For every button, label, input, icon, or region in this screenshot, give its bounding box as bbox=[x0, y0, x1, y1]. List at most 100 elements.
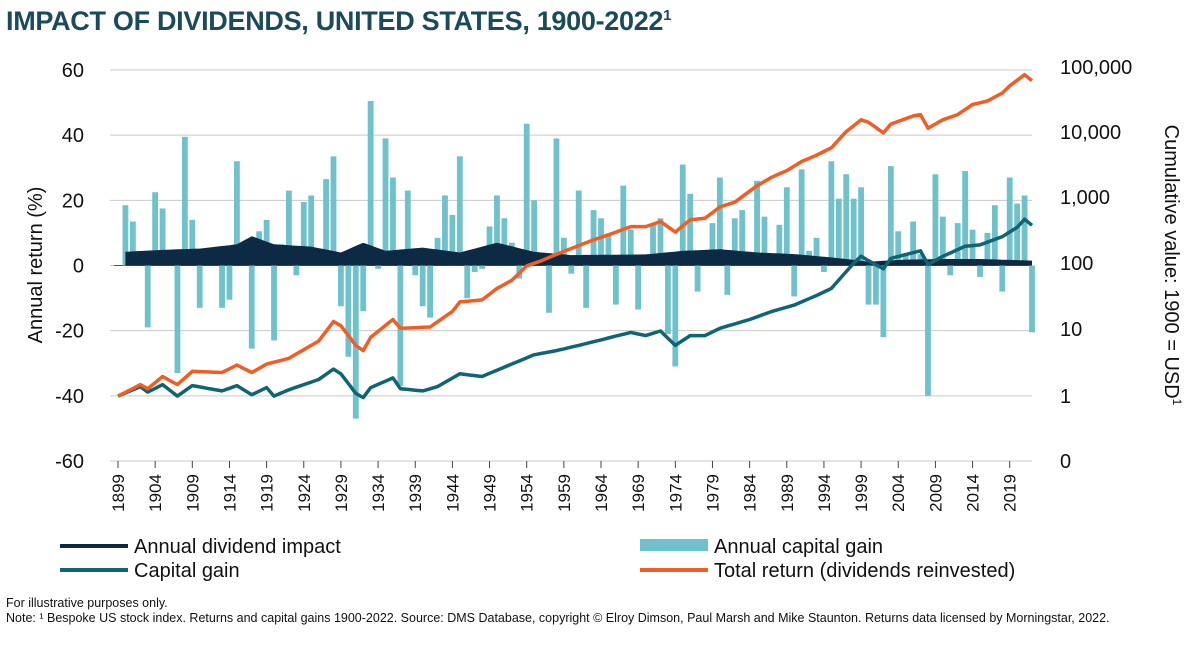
capital-gain-bar-1958 bbox=[553, 138, 560, 266]
capital-gain-bar-1948 bbox=[479, 265, 486, 269]
capital-gain-bar-1931 bbox=[352, 265, 359, 419]
x-tick-label: 1944 bbox=[443, 474, 462, 512]
capital-gain-bar-1943 bbox=[442, 195, 448, 266]
capital-gain-bar-1996 bbox=[835, 198, 842, 266]
capital-gain-bar-1994 bbox=[821, 265, 827, 273]
right-tick-label: 10,000 bbox=[1060, 122, 1121, 144]
right-tick-label: 1 bbox=[1060, 386, 1071, 408]
x-tick-label: 1909 bbox=[183, 474, 202, 512]
legend-label-total-return: Total return (dividends reinvested) bbox=[714, 560, 1015, 582]
capital-gain-bar-1929 bbox=[338, 265, 344, 307]
capital-gain-bar-2001 bbox=[873, 265, 879, 305]
capital-gain-bar-1951 bbox=[501, 218, 508, 266]
legend: Annual dividend impact Annual capital gai… bbox=[60, 536, 1015, 582]
x-tick-label: 1959 bbox=[555, 474, 574, 512]
left-tick-label: -60 bbox=[55, 451, 84, 473]
capital-gain-bar-1917 bbox=[248, 265, 255, 349]
x-tick-label: 1964 bbox=[592, 474, 611, 512]
chart-title-text: IMPACT OF DIVIDENDS, UNITED STATES, 1900… bbox=[6, 6, 664, 36]
capital-gain-bar-2013 bbox=[962, 171, 969, 266]
total-return-line bbox=[117, 72, 1034, 398]
capital-gain-bar-2022 bbox=[1029, 265, 1035, 333]
x-tick-label: 1899 bbox=[109, 474, 128, 512]
capital-gain-bar-1944 bbox=[449, 214, 456, 266]
capital-gain-bar-1985 bbox=[754, 180, 760, 266]
capital-gain-bar-1936 bbox=[390, 177, 396, 266]
capital-gain-bar-1990 bbox=[791, 265, 798, 297]
x-tick-label: 2014 bbox=[964, 474, 983, 512]
left-axis-ticks: 60 40 20 0 -20 -40 -60 bbox=[55, 60, 84, 473]
capital-gain-bar-1960 bbox=[568, 265, 575, 274]
right-tick-label: 100 bbox=[1060, 253, 1093, 275]
capital-gain-bar-2016 bbox=[984, 232, 991, 266]
capital-gain-bar-1901 bbox=[129, 221, 136, 266]
capital-gain-bar-1964 bbox=[598, 218, 604, 266]
legend-label-capital-gain-line: Capital gain bbox=[134, 560, 240, 582]
capital-gain-bar-1923 bbox=[293, 265, 300, 276]
capital-gain-bar-1928 bbox=[330, 156, 337, 266]
capital-gain-bars bbox=[122, 100, 1035, 419]
capital-gain-bar-1940 bbox=[419, 265, 426, 307]
capital-gain-bar-2019 bbox=[1006, 177, 1013, 266]
x-tick-label: 1919 bbox=[258, 474, 277, 512]
x-tick-label: 2019 bbox=[1001, 474, 1020, 512]
capital-gain-bar-1908 bbox=[181, 136, 188, 266]
capital-gain-bar-1903 bbox=[144, 265, 151, 328]
capital-gain-bar-1963 bbox=[590, 210, 597, 266]
capital-gain-bar-1933 bbox=[367, 100, 374, 266]
capital-gain-bar-2011 bbox=[947, 265, 954, 276]
capital-gain-bar-1977 bbox=[694, 265, 701, 292]
capital-gain-bar-1947 bbox=[471, 265, 478, 273]
x-tick-label: 1939 bbox=[406, 474, 425, 512]
capital-gain-bar-1924 bbox=[300, 201, 307, 266]
capital-gain-bar-2006 bbox=[910, 221, 917, 266]
capital-gain-bar-2000 bbox=[865, 265, 872, 305]
capital-gain-bar-1976 bbox=[687, 193, 694, 266]
capital-gain-bar-1905 bbox=[159, 208, 166, 266]
chart-title-footnote-mark: 1 bbox=[663, 7, 672, 24]
x-tick-label: 1999 bbox=[852, 474, 871, 512]
capital-gain-bar-2018 bbox=[999, 265, 1006, 292]
capital-gain-bar-1922 bbox=[286, 190, 292, 266]
capital-gain-bar-1995 bbox=[828, 161, 835, 266]
capital-gain-bar-1974 bbox=[672, 265, 679, 367]
capital-gain-bar-1967 bbox=[620, 185, 627, 266]
left-tick-label: 40 bbox=[62, 125, 84, 147]
capital-gain-bar-1934 bbox=[375, 265, 381, 269]
capital-gain-bar-1913 bbox=[219, 265, 225, 308]
left-tick-label: -20 bbox=[55, 321, 84, 343]
capital-gain-bar-1950 bbox=[494, 195, 500, 266]
x-tick-label: 1954 bbox=[518, 474, 537, 512]
capital-gain-line bbox=[117, 217, 1034, 400]
capital-gain-bar-1932 bbox=[360, 265, 367, 312]
capital-gain-bar-1998 bbox=[850, 198, 857, 266]
left-axis-label: Annual return (%) bbox=[25, 187, 47, 344]
capital-gain-bar-1986 bbox=[761, 216, 768, 266]
right-axis-label-text: Cumulative value: 1900 = USD bbox=[1160, 125, 1182, 399]
capital-gain-bar-1991 bbox=[798, 169, 805, 266]
x-tick-label: 2009 bbox=[926, 474, 945, 512]
capital-gain-bar-1955 bbox=[531, 200, 538, 266]
capital-gain-bar-1930 bbox=[345, 265, 352, 357]
capital-gain-bar-2008 bbox=[925, 265, 931, 396]
legend-swatch-capital-gain-bars bbox=[640, 539, 708, 551]
capital-gain-bar-1938 bbox=[404, 190, 411, 266]
capital-gain-bar-1971 bbox=[650, 224, 656, 266]
capital-gain-bar-1982 bbox=[731, 218, 738, 266]
capital-gain-bar-1975 bbox=[679, 164, 686, 266]
capital-gain-bar-2003 bbox=[887, 166, 894, 266]
capital-gain-bar-1925 bbox=[308, 195, 315, 266]
capital-gain-bar-1909 bbox=[189, 219, 196, 266]
capital-gain-bar-2014 bbox=[969, 229, 976, 266]
x-tick-label: 1979 bbox=[703, 474, 722, 512]
capital-gain-bar-2017 bbox=[991, 205, 998, 266]
capital-gain-bar-1983 bbox=[739, 210, 746, 266]
capital-gain-bar-1939 bbox=[412, 265, 419, 276]
x-tick-label: 1929 bbox=[332, 474, 351, 512]
capital-gain-bar-1927 bbox=[323, 179, 329, 266]
right-tick-label: 100,000 bbox=[1060, 57, 1132, 79]
x-tick-label: 1924 bbox=[295, 474, 314, 512]
x-tick-label: 1984 bbox=[741, 474, 760, 512]
capital-gain-bar-1915 bbox=[233, 161, 240, 266]
x-tick-label: 1904 bbox=[146, 474, 165, 512]
